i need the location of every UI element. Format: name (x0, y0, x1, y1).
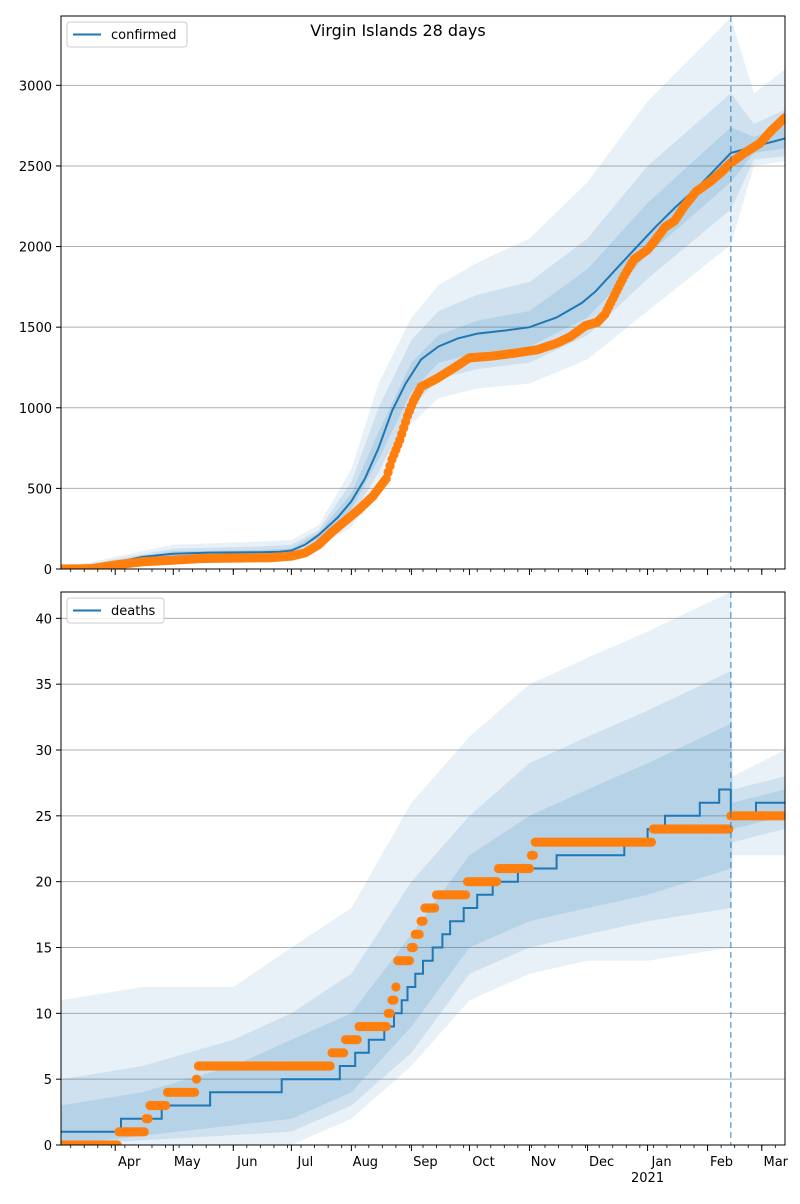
panel2-ytick-label-1: 5 (44, 1073, 52, 1088)
panel2-observed-point-139 (325, 1061, 335, 1071)
panel2-xtick-label-10: Feb (710, 1155, 733, 1170)
panel1-ytick-label-0: 0 (44, 563, 52, 578)
panel1-ytick-label-6: 3000 (19, 79, 52, 94)
panel2-observed-point-54 (160, 1100, 171, 1111)
panel2-observed-point-244 (528, 850, 538, 860)
panel2-observed-point-173 (391, 982, 401, 992)
deaths-panel: 0 5 10 15 20 25 30 35 40 Apr May Jun Jul Aug Sep Oct Nov… (35, 591, 789, 1186)
panel2-ytick-label-0: 0 (44, 1139, 52, 1154)
panel2-observed-point-170 (385, 1008, 395, 1018)
panel2-uncertainty-band-0 (61, 592, 785, 1145)
panel2-observed-point-29 (112, 1140, 122, 1145)
panel2-observed-point-172 (389, 995, 399, 1005)
panel1-uncertainty-band-0 (61, 17, 785, 569)
panel2-xtick-label-9: Jan (651, 1155, 672, 1170)
panel2-xtick-label-4: Aug (353, 1155, 378, 1170)
panel1-ytick-label-5: 2500 (19, 160, 52, 175)
panel1-legend: confirmed (66, 21, 188, 48)
panel2-ytick-label-2: 10 (35, 1007, 52, 1022)
panel1-ytick-label-2: 1000 (19, 402, 52, 417)
panel1-plot-area (61, 17, 785, 569)
panel2-xtick-label-1: May (174, 1155, 201, 1170)
panel2-ytick-label-5: 25 (35, 810, 52, 825)
panel2-observed-point-345 (724, 824, 734, 834)
panel2-ytick-label-3: 15 (35, 942, 52, 957)
panel2-observed-point-187 (418, 916, 428, 926)
panel1-legend-box (66, 21, 188, 48)
panel2-observed-point-182 (408, 942, 418, 953)
figure-title: Virgin Islands 28 days (310, 21, 485, 40)
panel2-xtick-label-6: Oct (472, 1155, 494, 1170)
panel2-legend-label: deaths (111, 604, 156, 619)
panel2-observed-point-70 (191, 1074, 202, 1084)
panel2-ytick-label-8: 40 (35, 612, 52, 627)
panel2-observed-point-180 (404, 956, 415, 966)
panel1-uncertainty-band-2 (61, 125, 785, 569)
panel1-model-line (61, 137, 785, 569)
panel2-ytick-label-6: 30 (35, 744, 52, 759)
panel2-xtick-label-0: Apr (118, 1155, 141, 1170)
panel1-ytick-label-1: 500 (27, 482, 52, 497)
panel1-observed-point-374 (780, 112, 785, 123)
panel2-observed-point-242 (524, 863, 535, 874)
panel2-xtick-label-8: Dec (589, 1155, 614, 1170)
panel2-observed-point-168 (381, 1021, 391, 1032)
panel2-xtick-label-5: Sep (413, 1155, 438, 1170)
panel2-xtick-label-3: Jul (297, 1155, 314, 1170)
confirmed-panel: 0 500 1000 1500 2000 2500 3000 confirmed (19, 15, 786, 578)
panel2-plot-area (61, 592, 785, 1145)
panel2-observed-point-374 (780, 811, 785, 821)
panel2-observed-point-305 (646, 837, 657, 847)
panel1-uncertainty-band-1 (61, 93, 785, 569)
panel2-xtick-label-2: Jun (236, 1155, 257, 1170)
panel2-observed-point-185 (414, 929, 424, 939)
panel2-year-label: 2021 (631, 1171, 664, 1186)
panel2-observed-point-225 (491, 877, 502, 887)
panel2-observed-point-193 (430, 903, 440, 913)
panel2-observed-point-146 (339, 1048, 349, 1058)
panel1-ytick-label-3: 1500 (19, 321, 52, 336)
panel2-legend: deaths (66, 597, 165, 624)
panel2-ytick-label-4: 20 (35, 876, 52, 891)
panel2-observed-point-45 (143, 1114, 153, 1124)
panel2-observed-point-209 (460, 890, 471, 900)
panel2-observed-point-69 (189, 1087, 200, 1097)
panel1-legend-label: confirmed (111, 28, 177, 43)
panel1-ytick-label-4: 2000 (19, 241, 52, 256)
panel2-model-line (61, 788, 785, 1133)
panel2-xtick-label-11: Mar (764, 1155, 789, 1170)
panel2-xtick-label-7: Nov (531, 1155, 557, 1170)
panel2-legend-box (66, 597, 165, 624)
panel2-observed-point-43 (139, 1127, 149, 1137)
panel2-ytick-label-7: 35 (35, 678, 52, 693)
panel2-observed-point-153 (352, 1035, 362, 1045)
